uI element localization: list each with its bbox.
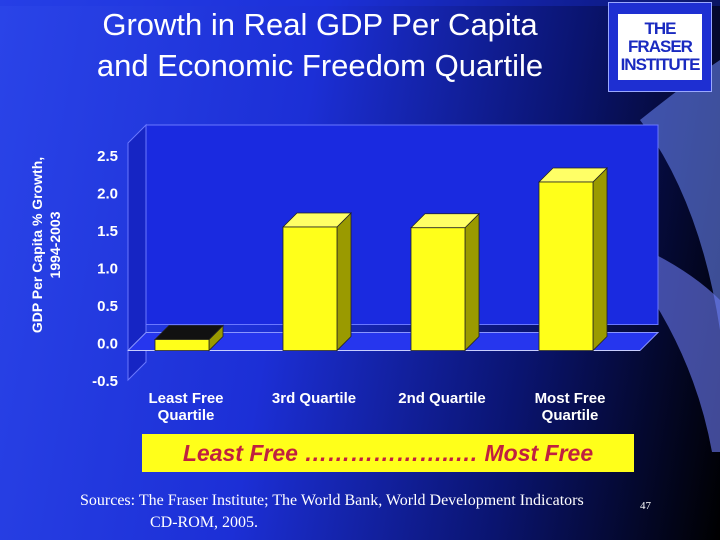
bar-3-front (410, 227, 466, 351)
y-tick-label: 0.5 (97, 298, 118, 315)
x-tick-label: 3rd Quartile (272, 390, 356, 407)
y-axis-label: GDP Per Capita % Growth, 1994-2003 (14, 120, 78, 370)
y-tick-label: 2.5 (97, 148, 118, 165)
x-tick-label: Least Free (148, 390, 223, 407)
bar-4-side (592, 167, 608, 352)
y-axis-label-line-2: 1994-2003 (47, 211, 63, 278)
bar-4-front (538, 181, 594, 351)
logo-line-1: THE FRASER (628, 19, 693, 56)
y-tick-label: 1.5 (97, 223, 118, 240)
slide-number: 47 (640, 500, 651, 512)
y-axis-label-line-1: GDP Per Capita % Growth, (29, 157, 45, 333)
sources-line-2: CD-ROM, 2005. (150, 514, 259, 531)
freedom-scale-banner: Least Free ………………..… Most Free (142, 434, 634, 472)
logo-line-2: INSTITUTE (620, 55, 701, 74)
bar-2-side (336, 212, 352, 352)
title-line-2: and Economic Freedom Quartile (96, 48, 544, 83)
sources-line-1: Sources: The Fraser Institute; The World… (80, 492, 584, 509)
sources-note: Sources: The Fraser Institute; The World… (80, 490, 660, 534)
bar-3-side (464, 212, 480, 352)
x-tick-label: Quartile (542, 407, 599, 424)
bar-2-front (282, 226, 338, 351)
logo-wordmark: THE FRASER INSTITUTE (618, 14, 702, 80)
y-tick-label: 2.0 (97, 186, 118, 203)
y-tick-label: 1.0 (97, 261, 118, 278)
slide-title: Growth in Real GDP Per Capita and Econom… (40, 4, 600, 86)
x-tick-label: Quartile (158, 407, 215, 424)
y-tick-label: 0.0 (97, 336, 118, 353)
title-line-1: Growth in Real GDP Per Capita (102, 7, 538, 42)
x-tick-label: 2nd Quartile (398, 390, 486, 407)
bar-1-front (154, 339, 210, 351)
plot-side-wall (127, 123, 147, 382)
fraser-institute-logo: THE FRASER INSTITUTE (608, 2, 712, 92)
x-tick-label: Most Free (535, 390, 606, 407)
y-tick-label: -0.5 (92, 373, 118, 390)
